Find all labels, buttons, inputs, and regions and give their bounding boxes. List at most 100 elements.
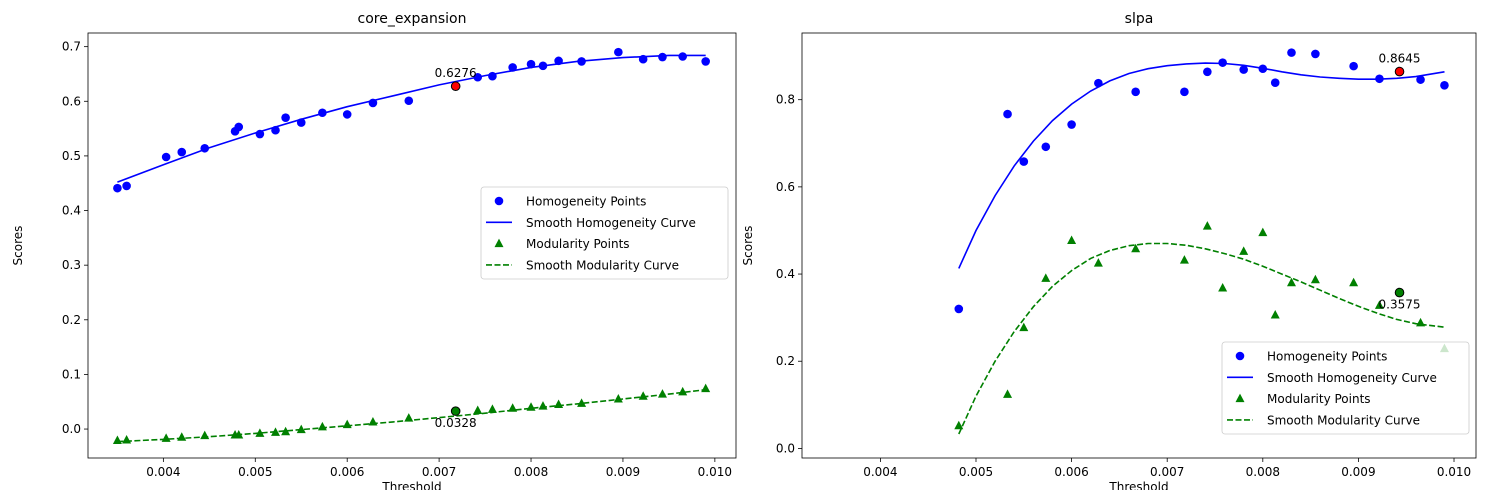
modularity-point [281, 426, 291, 436]
legend-circle-swatch [494, 196, 504, 206]
highlight-point [450, 406, 461, 416]
modularity-point [473, 405, 483, 414]
modularity-point [1349, 277, 1359, 287]
y-tick-label: 0.4 [776, 267, 795, 281]
x-tick-label: 0.004 [146, 465, 180, 479]
modularity-point [1131, 243, 1141, 253]
modularity-point [577, 398, 587, 407]
highlight-point [1394, 287, 1405, 298]
modularity-point [1019, 322, 1029, 332]
homogeneity-point [701, 57, 710, 66]
modularity-point [1202, 221, 1212, 230]
modularity-point [1310, 274, 1320, 284]
series-line-3 [117, 388, 706, 443]
homogeneity-point [1270, 78, 1280, 87]
highlight-label: 0.0328 [435, 416, 477, 430]
modularity-point [342, 419, 352, 429]
modularity-point [1258, 227, 1268, 237]
modularity-point [538, 401, 548, 410]
y-tick-label: 0.6 [776, 180, 795, 194]
highlight-label: 0.3575 [1379, 298, 1421, 312]
y-tick-label: 0.3 [62, 258, 81, 272]
homogeneity-point [177, 147, 187, 157]
homogeneity-point [678, 52, 687, 61]
homogeneity-point [113, 183, 122, 193]
series-line-1 [958, 62, 1445, 269]
legend-label: Homogeneity Points [1267, 350, 1387, 364]
homogeneity-point [1041, 142, 1051, 152]
modularity-point [1041, 273, 1051, 282]
homogeneity-point [404, 96, 414, 106]
chart-core-expansion: core_expansion 0.004 0.005 0.006 0.007 0.008 0… [11, 11, 737, 494]
x-tick-label: 0.008 [1246, 465, 1280, 479]
modularity-point [638, 391, 648, 400]
legend-box [1221, 341, 1470, 435]
highlight-label: 0.6276 [435, 66, 477, 80]
x-tick-label: 0.008 [514, 465, 548, 479]
x-axis-label: Threshold [1108, 480, 1168, 490]
homogeneity-point [1287, 48, 1296, 57]
x-tick-label: 0.007 [422, 465, 456, 479]
modularity-point [112, 435, 122, 445]
legend-label: Modularity Points [1267, 392, 1371, 406]
modularity-point [1270, 310, 1280, 319]
homogeneity-point [1416, 75, 1425, 84]
y-axis-label: Scores [11, 226, 25, 266]
modularity-point [1239, 246, 1249, 255]
legend-label: Smooth Modularity Curve [1267, 413, 1420, 427]
homogeneity-point [234, 122, 244, 132]
homogeneity-point [161, 152, 171, 162]
y-tick-label: 0.0 [62, 422, 81, 436]
chart-title: core_expansion [358, 11, 467, 27]
modularity-point [161, 433, 171, 442]
homogeneity-point [1218, 58, 1227, 67]
y-tick-label: 0.8 [776, 93, 795, 107]
highlight-point [1394, 66, 1405, 77]
modularity-point [613, 394, 623, 403]
modularity-point [487, 404, 497, 413]
highlight-point [450, 81, 461, 92]
x-tick-label: 0.009 [606, 465, 640, 479]
modularity-point [122, 434, 132, 444]
x-tick-label: 0.006 [1054, 465, 1088, 479]
plot-frame [801, 32, 1477, 459]
y-tick-label: 0.5 [62, 149, 81, 163]
homogeneity-point [342, 110, 352, 119]
modularity-point [255, 428, 265, 437]
modularity-point [317, 421, 327, 431]
homogeneity-point [1440, 81, 1449, 90]
modularity-point [954, 420, 964, 430]
legend-triangle-swatch [494, 238, 504, 248]
x-tick-label: 0.005 [238, 465, 272, 479]
chart-title: slpa [1125, 11, 1154, 27]
y-axis-label: Scores [741, 226, 755, 266]
homogeneity-point [1131, 87, 1140, 97]
y-tick-label: 0.2 [776, 354, 795, 368]
x-tick-label: 0.010 [698, 465, 732, 479]
legend-label: Modularity Points [526, 237, 630, 251]
modularity-point [1286, 277, 1296, 287]
homogeneity-point [122, 181, 131, 191]
chart-slpa: slpa 0.004 0.005 0.006 0.007 0.008 0.009 0.010 0… [741, 11, 1477, 494]
homogeneity-point [1349, 61, 1358, 71]
modularity-point [1067, 235, 1077, 244]
legend-circle-swatch [1235, 351, 1245, 361]
legend-box [480, 186, 729, 280]
x-tick-label: 0.005 [959, 465, 993, 479]
homogeneity-point [1239, 65, 1248, 74]
y-tick-label: 0.1 [62, 367, 81, 381]
x-tick-label: 0.004 [863, 465, 897, 479]
modularity-point [1003, 389, 1013, 398]
x-tick-label: 0.009 [1341, 465, 1375, 479]
homogeneity-point [1067, 120, 1076, 129]
legend-label: Smooth Homogeneity Curve [1267, 371, 1437, 385]
modularity-point [657, 389, 667, 398]
y-tick-label: 0.7 [62, 40, 81, 54]
x-tick-label: 0.007 [1150, 465, 1184, 479]
homogeneity-point [614, 47, 623, 57]
x-axis-label: Threshold [381, 480, 441, 490]
homogeneity-point [281, 113, 290, 122]
legend-triangle-swatch [1235, 393, 1245, 403]
legend-label: Homogeneity Points [526, 195, 646, 209]
